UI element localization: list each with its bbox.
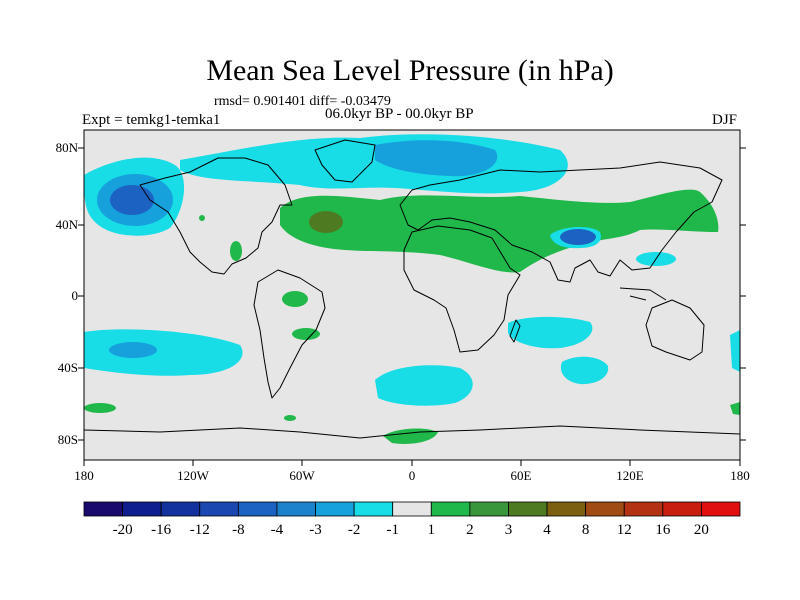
- experiment-label: Expt = temkg1-temka1: [82, 112, 221, 128]
- colorbar-label: -12: [190, 522, 210, 538]
- anomaly-arctic-core: [375, 140, 498, 177]
- anomaly-south-indian-low-east: [560, 356, 609, 385]
- lon-label-120e: 120E: [616, 468, 644, 483]
- lat-label-40s: 40S: [58, 360, 78, 375]
- colorbar-swatch: [662, 501, 702, 517]
- colorbar-label: 12: [617, 522, 632, 538]
- coastline-antarctica: [84, 425, 740, 439]
- coastline-indonesia: [619, 287, 667, 301]
- colorbar: [83, 501, 741, 517]
- colorbar-label: 8: [582, 522, 590, 538]
- map-title: Mean Sea Level Pressure (in hPa): [206, 54, 614, 87]
- coastline-africa: [403, 225, 521, 353]
- lat-label-80s: 80S: [58, 432, 78, 447]
- colorbar-swatch: [199, 501, 239, 517]
- colorbar-label: -3: [309, 522, 322, 538]
- colorbar-swatch: [353, 501, 394, 517]
- anomaly-south-pacific-low: [84, 329, 243, 376]
- colorbar-label: 4: [543, 522, 551, 538]
- colorbar-label: 20: [694, 522, 709, 538]
- colorbar-swatch: [701, 501, 741, 517]
- coastline-madagascar: [509, 319, 521, 343]
- colorbar-swatch: [585, 501, 625, 517]
- colorbar-labels: -20 -16 -12 -8 -4 -3 -2 -1 1 2 3 4 8 12 16 20: [113, 522, 709, 538]
- anomaly-north-pacific-core: [110, 185, 154, 215]
- coastline-australia: [645, 299, 705, 361]
- time-period: 06.0kyr BP - 00.0kyr BP: [325, 106, 474, 122]
- lon-label-60w: 60W: [289, 468, 315, 483]
- anomaly-south-atlantic-low: [375, 365, 473, 406]
- colorbar-label: 1: [428, 522, 436, 538]
- anomaly-pacific-high-small: [199, 215, 205, 221]
- colorbar-label: 16: [655, 522, 671, 538]
- colorbar-swatch: [469, 501, 509, 517]
- lon-label-120w: 120W: [177, 468, 210, 483]
- anomaly-antarctic-high: [383, 428, 438, 444]
- rmsd-diff-stats: rmsd= 0.901401 diff= -0.03479: [214, 94, 391, 109]
- colorbar-label: 2: [466, 522, 474, 538]
- anomaly-south-america-high-north: [282, 291, 308, 307]
- colorbar-swatch: [237, 501, 278, 517]
- anomaly-southern-ocean-high-east: [730, 402, 740, 415]
- anomaly-south-pacific-low-core: [109, 342, 157, 358]
- colorbar-swatch: [392, 501, 432, 517]
- coastline-north-america: [139, 157, 293, 275]
- colorbar-label: -8: [232, 522, 245, 538]
- lon-label-0: 0: [409, 468, 416, 483]
- anomaly-nh-high-band: [280, 189, 719, 273]
- lon-label-180e: 180: [730, 468, 750, 483]
- colorbar-swatch: [83, 501, 123, 517]
- colorbar-swatch: [315, 501, 355, 517]
- lat-label-80n: 80N: [56, 140, 79, 155]
- colorbar-swatch: [430, 501, 471, 517]
- coastline-greenland: [314, 139, 376, 183]
- anomaly-field: [84, 134, 740, 444]
- colorbar-label: -2: [348, 522, 361, 538]
- coastline-south-america: [253, 269, 326, 399]
- coastlines: [84, 139, 740, 439]
- colorbar-swatch: [623, 501, 664, 517]
- colorbar-swatch: [122, 501, 162, 517]
- anomaly-south-america-high-south: [292, 328, 320, 340]
- colorbar-label: -1: [386, 522, 399, 538]
- colorbar-swatch: [546, 501, 587, 517]
- lon-label-180w: 180: [74, 468, 94, 483]
- colorbar-swatch: [276, 501, 316, 517]
- colorbar-label: -20: [113, 522, 133, 538]
- axis-ticks: [78, 147, 746, 466]
- lat-label-40n: 40N: [56, 217, 79, 232]
- colorbar-label: -16: [151, 522, 171, 538]
- anomaly-atlantic-high-core: [309, 211, 343, 233]
- coastline-eurasia: [399, 161, 723, 283]
- lon-label-60e: 60E: [511, 468, 532, 483]
- colorbar-swatch: [508, 501, 548, 517]
- season-label: DJF: [712, 112, 738, 128]
- lon-axis: 180 120W 60W 0 60E 120E 180: [74, 468, 750, 483]
- anomaly-south-indian-low-west: [508, 316, 593, 349]
- lat-axis: 80N 40N 0 40S 80S: [56, 140, 79, 447]
- colorbar-label: 3: [505, 522, 513, 538]
- colorbar-swatch: [160, 501, 201, 517]
- anomaly-india-low-core: [560, 229, 596, 245]
- anomaly-southern-ocean-high-west: [84, 403, 116, 413]
- anomaly-north-america-high: [230, 241, 242, 261]
- colorbar-label: -4: [271, 522, 284, 538]
- anomaly-australia-east-low: [730, 330, 740, 372]
- lat-label-0: 0: [72, 288, 79, 303]
- anomaly-southern-ocean-high-center: [284, 415, 296, 421]
